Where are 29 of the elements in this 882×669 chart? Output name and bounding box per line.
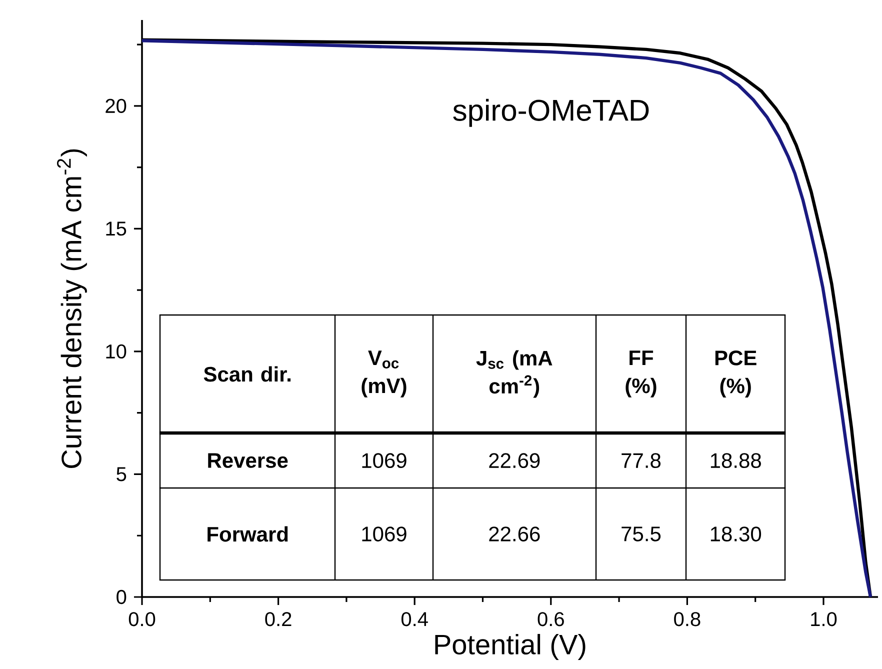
y-tick-label: 15 bbox=[106, 222, 126, 236]
annotation: 75.5 bbox=[622, 526, 661, 542]
annotation: PCE (%) bbox=[715, 350, 756, 398]
annotation: spiro-OMeTAD bbox=[453, 98, 649, 127]
x-axis-title: Potential (V) bbox=[435, 634, 586, 660]
annotation: 22.69 bbox=[489, 453, 540, 468]
x-tick-label: 0.8 bbox=[674, 612, 700, 626]
annotation: 1069 bbox=[362, 453, 406, 468]
y-axis-title: Current density (mA cm$^{-2}$) bbox=[57, 149, 87, 468]
y-tick-label: 5 bbox=[116, 467, 126, 482]
x-tick-label: 0.4 bbox=[401, 612, 428, 626]
annotation: 22.66 bbox=[489, 526, 540, 542]
x-tick-label: 1.0 bbox=[811, 612, 837, 626]
annotation: Forward bbox=[208, 526, 288, 542]
annotation: Reverse bbox=[208, 453, 288, 468]
annotation: 77.8 bbox=[622, 453, 661, 468]
x-tick-label: 0.2 bbox=[265, 612, 292, 626]
y-tick-label: 0 bbox=[116, 590, 126, 604]
annotation: 18.88 bbox=[710, 453, 761, 468]
annotation: FF (%) bbox=[626, 350, 656, 398]
annotation: 18.30 bbox=[710, 526, 762, 542]
annotation: 1069 bbox=[362, 526, 406, 542]
y-tick-label: 10 bbox=[106, 344, 126, 359]
y-tick-label: 20 bbox=[106, 98, 126, 114]
x-tick-label: 0.0 bbox=[128, 612, 156, 626]
annotation: Scan dir. bbox=[204, 366, 291, 382]
x-tick-label: 0.6 bbox=[538, 612, 564, 626]
annotation: J$_{sc}$ (mA cm$^{-2}$) bbox=[476, 350, 552, 398]
annotation: V$_{oc}$ (mV) bbox=[362, 350, 406, 398]
